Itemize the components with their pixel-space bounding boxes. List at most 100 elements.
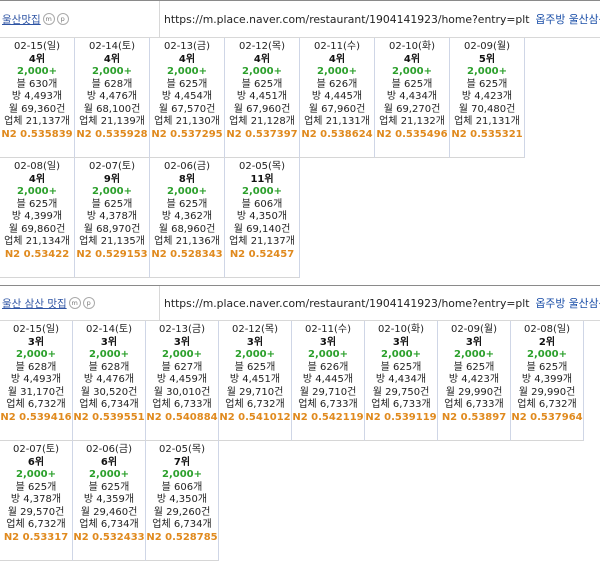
- card-monthly-searches: 월 69,360건: [8, 103, 66, 115]
- card-business-count: 업체 21,130개: [154, 116, 220, 127]
- daily-rank-card: 02-12(목) 4위 2,000+ 블 625개 방 4,451개 월 67,960건 업…: [225, 38, 300, 158]
- card-business-count: 업체 21,131개: [304, 116, 370, 127]
- card-business-count: 업체 6,733개: [298, 399, 358, 410]
- store-url-link[interactable]: https://m.place.naver.com/restaurant/190…: [164, 12, 530, 26]
- card-points: 2,000+: [15, 469, 56, 480]
- card-monthly-searches: 월 69,140건: [233, 223, 291, 235]
- card-business-count: 업체 6,733개: [444, 399, 504, 410]
- keyword-link[interactable]: 울산 삼산 맛집: [2, 297, 67, 310]
- daily-rank-card: 02-08(일) 2위 2,000+ 블 625개 방 4,399개 월 29,990건 업…: [511, 321, 584, 441]
- daily-rank-card: 02-10(화) 3위 2,000+ 블 625개 방 4,434개 월 29,750건 업…: [365, 321, 438, 441]
- card-monthly-searches: 월 68,960건: [158, 223, 216, 235]
- card-points: 2,000+: [88, 469, 129, 480]
- card-blog-count: 블 625개: [166, 198, 208, 210]
- card-blog-count: 블 628개: [88, 361, 130, 373]
- card-blog-count: 블 625개: [466, 78, 508, 90]
- card-visit-count: 방 4,350개: [236, 211, 288, 222]
- keyword-section: 울산 삼산 맛집 m p https://m.place.naver.com/r…: [0, 285, 600, 570]
- card-date: 02-07(토): [12, 444, 60, 455]
- card-rank: 3위: [392, 336, 410, 348]
- keyword-cell: 울산맛집 m p: [0, 1, 160, 37]
- card-blog-count: 블 606개: [161, 481, 203, 493]
- card-rank: 3위: [173, 336, 191, 348]
- card-blog-count: 블 626개: [307, 361, 349, 373]
- card-business-count: 업체 6,733개: [371, 399, 431, 410]
- card-visit-count: 방 4,454개: [161, 91, 213, 102]
- card-n2-score: N2 0.535496: [376, 128, 448, 140]
- card-rank: 3위: [27, 336, 45, 348]
- card-monthly-searches: 월 69,860건: [8, 223, 66, 235]
- store-url-link[interactable]: https://m.place.naver.com/restaurant/190…: [164, 296, 530, 310]
- card-points: 2,000+: [316, 66, 357, 77]
- pc-tag-icon[interactable]: p: [56, 13, 69, 25]
- card-rank: 3위: [100, 336, 118, 348]
- card-blog-count: 블 625개: [391, 78, 433, 90]
- daily-rank-card: 02-07(토) 9위 2,000+ 블 625개 방 4,378개 월 68,970건 업…: [75, 158, 150, 278]
- card-date: 02-10(화): [377, 324, 425, 335]
- card-visit-count: 방 4,378개: [86, 211, 138, 222]
- card-points: 2,000+: [526, 349, 567, 360]
- card-rank: 3위: [465, 336, 483, 348]
- card-blog-count: 블 625개: [91, 198, 133, 210]
- card-n2-score: N2 0.537397: [226, 128, 298, 140]
- card-n2-score: N2 0.529153: [76, 248, 148, 260]
- card-date: 02-13(금): [158, 324, 206, 335]
- card-monthly-searches: 월 29,990건: [445, 386, 503, 398]
- card-rank: 4위: [253, 53, 271, 65]
- daily-rank-card: 02-10(화) 4위 2,000+ 블 625개 방 4,434개 월 69,270건 업…: [375, 38, 450, 158]
- card-date: 02-13(금): [163, 41, 211, 52]
- card-points: 2,000+: [161, 469, 202, 480]
- pc-tag-icon[interactable]: p: [82, 297, 95, 309]
- card-rank: 4위: [403, 53, 421, 65]
- card-monthly-searches: 월 30,010건: [153, 386, 211, 398]
- card-date: 02-14(토): [88, 41, 136, 52]
- card-visit-count: 방 4,476개: [86, 91, 138, 102]
- daily-rank-grid: 02-15(일) 4위 2,000+ 블 630개 방 4,493개 월 69,360건 업…: [0, 38, 600, 285]
- card-monthly-searches: 월 29,460건: [80, 506, 138, 518]
- card-visit-count: 방 4,434개: [386, 91, 438, 102]
- card-visit-count: 방 4,399개: [11, 211, 63, 222]
- card-business-count: 업체 21,137개: [4, 116, 70, 127]
- card-blog-count: 블 625개: [526, 361, 568, 373]
- card-visit-count: 방 4,362개: [161, 211, 213, 222]
- card-visit-count: 방 4,434개: [375, 374, 427, 385]
- card-points: 2,000+: [307, 349, 348, 360]
- card-business-count: 업체 21,131개: [454, 116, 520, 127]
- card-rank: 5위: [478, 53, 496, 65]
- card-date: 02-07(토): [88, 161, 136, 172]
- daily-rank-card: 02-07(토) 6위 2,000+ 블 625개 방 4,378개 월 29,570건 업…: [0, 441, 73, 561]
- card-n2-score: N2 0.540884: [146, 411, 218, 423]
- card-date: 02-12(목): [238, 41, 286, 52]
- card-points: 2,000+: [15, 349, 56, 360]
- card-business-count: 업체 21,128개: [229, 116, 295, 127]
- card-points: 2,000+: [88, 349, 129, 360]
- card-date: 02-08(일): [523, 324, 571, 335]
- card-n2-score: N2 0.528343: [151, 248, 223, 260]
- card-business-count: 업체 6,733개: [152, 399, 212, 410]
- card-rank: 9위: [103, 173, 121, 185]
- card-points: 2,000+: [91, 186, 132, 197]
- card-monthly-searches: 월 31,170건: [7, 386, 65, 398]
- mobile-tag-icon[interactable]: m: [42, 13, 55, 25]
- daily-rank-card: 02-05(목) 7위 2,000+ 블 606개 방 4,350개 월 29,260건 업…: [146, 441, 219, 561]
- store-name: 옵주방 울산삼산점: [535, 297, 600, 310]
- card-blog-count: 블 625개: [453, 361, 495, 373]
- card-monthly-searches: 월 29,260건: [153, 506, 211, 518]
- card-points: 2,000+: [234, 349, 275, 360]
- keyword-link[interactable]: 울산맛집: [2, 13, 41, 26]
- card-date: 02-12(목): [231, 324, 279, 335]
- daily-rank-card: 02-13(금) 4위 2,000+ 블 625개 방 4,454개 월 67,570건 업…: [150, 38, 225, 158]
- card-n2-score: N2 0.53317: [3, 531, 69, 543]
- card-monthly-searches: 월 30,520건: [80, 386, 138, 398]
- mobile-tag-icon[interactable]: m: [68, 297, 81, 309]
- card-date: 02-09(월): [463, 41, 511, 52]
- section-header: 울산 삼산 맛집 m p https://m.place.naver.com/r…: [0, 285, 600, 321]
- card-rank: 4위: [28, 173, 46, 185]
- card-date: 02-11(수): [313, 41, 361, 52]
- card-date: 02-10(화): [388, 41, 436, 52]
- card-rank: 4위: [103, 53, 121, 65]
- card-blog-count: 블 625개: [88, 481, 130, 493]
- card-date: 02-09(월): [450, 324, 498, 335]
- card-rank: 4위: [28, 53, 46, 65]
- card-blog-count: 블 625개: [16, 198, 58, 210]
